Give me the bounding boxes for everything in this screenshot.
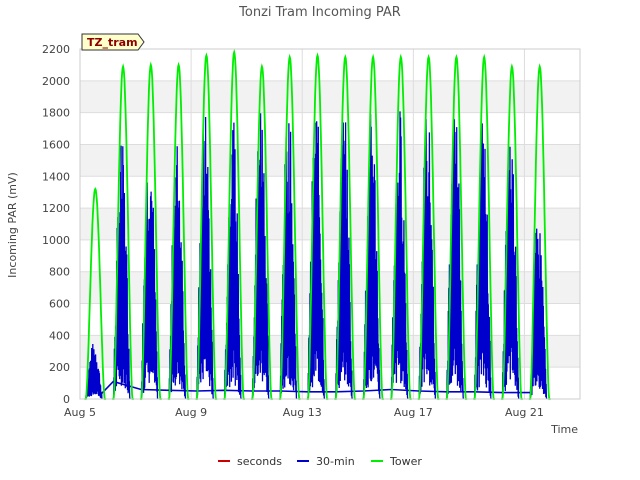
plot-band <box>80 80 580 113</box>
plot-background <box>80 49 580 399</box>
x-tick-label: Aug 21 <box>505 406 544 419</box>
series-tower-day <box>278 53 301 400</box>
x-tick-label: Aug 9 <box>175 406 207 419</box>
series-30min-day <box>473 123 492 400</box>
series-30min-day <box>307 121 326 400</box>
y-tick-label: 0 <box>63 393 70 406</box>
tag-box: TZ_tram <box>81 33 145 51</box>
x-tick-label: Aug 5 <box>64 406 96 419</box>
tag-label: TZ_tram <box>87 36 138 49</box>
x-tick-label: Aug 13 <box>283 406 322 419</box>
plot-frame <box>79 48 581 400</box>
y-tick-label: 1600 <box>42 138 70 151</box>
series-tower-day <box>362 53 384 400</box>
series-tower-day <box>334 53 357 400</box>
y-tick-label: 800 <box>49 266 70 279</box>
x-tick-label: Aug 17 <box>394 406 433 419</box>
series-30min-day <box>446 118 464 400</box>
x-tick-labels: Aug 5 Aug 9 Aug 13 Aug 17 Aug 21 <box>64 406 544 419</box>
series-layer <box>84 48 551 400</box>
plot-band <box>80 208 580 240</box>
series-tower-day <box>251 63 273 400</box>
plot-band <box>80 335 580 368</box>
series-tower-day <box>417 53 440 400</box>
series-tower-day <box>501 63 523 400</box>
legend-label: 30-min <box>316 455 355 468</box>
series-tower-day <box>528 63 551 400</box>
axes <box>79 48 581 400</box>
chart-title: Tonzi Tram Incoming PAR <box>238 5 401 20</box>
series-30min-day <box>85 343 103 400</box>
x-axis-label: Time <box>550 423 578 436</box>
y-tick-label: 200 <box>49 361 70 374</box>
legend-label: Tower <box>389 455 422 468</box>
y-tick-label: 1800 <box>42 107 70 120</box>
series-tower-day <box>306 52 329 400</box>
y-tick-label: 2200 <box>42 43 70 56</box>
series-tower-day <box>167 61 190 400</box>
y-tick-label: 1000 <box>42 234 70 247</box>
plot-band <box>80 144 580 177</box>
y-axis-label: Incoming PAR (mV) <box>6 172 19 278</box>
legend: seconds 30-min Tower <box>218 455 422 468</box>
series-tower-day <box>195 52 218 400</box>
y-tick-label: 1200 <box>42 202 70 215</box>
series-tower-day <box>390 53 412 400</box>
y-tick-label: 600 <box>49 298 70 311</box>
plot-band <box>80 271 580 304</box>
tag-box-shape <box>81 33 145 51</box>
series-tower-day <box>473 53 495 400</box>
series-tower-day <box>84 186 107 400</box>
y-tick-label: 2000 <box>42 75 70 88</box>
series-tower-day <box>223 48 245 400</box>
y-tick-label: 1400 <box>42 170 70 183</box>
y-tick-label: 400 <box>49 329 70 342</box>
series-tower-day <box>112 63 134 400</box>
series-tower-day <box>140 61 162 400</box>
legend-label: seconds <box>237 455 282 468</box>
y-tick-labels: 0 200 400 600 800 1000 1200 1400 1600 1800 2000 220… <box>42 43 70 406</box>
series-tower-day <box>445 53 468 400</box>
